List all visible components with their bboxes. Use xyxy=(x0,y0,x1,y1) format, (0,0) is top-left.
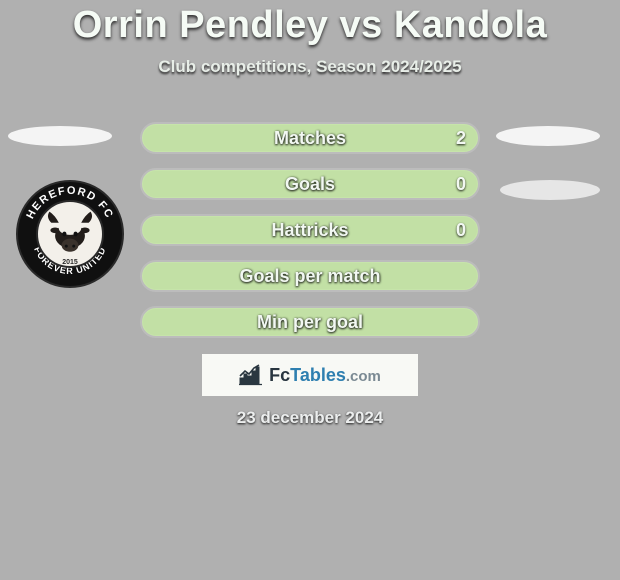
stat-bar-label: Matches xyxy=(142,124,478,152)
stat-bar-label: Goals per match xyxy=(142,262,478,290)
bars-icon xyxy=(239,364,263,386)
date-line: 23 december 2024 xyxy=(0,408,620,428)
stat-bar-value: 0 xyxy=(456,216,466,244)
stat-bar-1: Goals0 xyxy=(140,168,480,200)
stat-bar-3: Goals per match xyxy=(140,260,480,292)
bull-icon xyxy=(42,206,98,262)
stat-bar-2: Hattricks0 xyxy=(140,214,480,246)
page-subtitle: Club competitions, Season 2024/2025 xyxy=(0,57,620,77)
watermark-text: FcTables.com xyxy=(269,365,381,386)
stat-bar-label: Min per goal xyxy=(142,308,478,336)
stat-bar-0: Matches2 xyxy=(140,122,480,154)
club-badge: HEREFORD FC FOREVER UNITED 2015 xyxy=(16,180,124,288)
stat-bar-label: Goals xyxy=(142,170,478,198)
player2-secondary-pill xyxy=(500,180,600,200)
stat-bar-label: Hattricks xyxy=(142,216,478,244)
watermark-fc: Fc xyxy=(269,365,290,386)
stat-bar-value: 0 xyxy=(456,170,466,198)
player1-placeholder-pill xyxy=(8,126,112,146)
stat-bars: Matches2Goals0Hattricks0Goals per matchM… xyxy=(140,122,480,352)
badge-year: 2015 xyxy=(16,259,124,266)
page-title: Orrin Pendley vs Kandola xyxy=(0,0,620,47)
player2-placeholder-pill xyxy=(496,126,600,146)
watermark-suffix: .com xyxy=(346,368,381,385)
watermark-tables: Tables xyxy=(290,365,346,386)
stat-bar-4: Min per goal xyxy=(140,306,480,338)
stat-bar-value: 2 xyxy=(456,124,466,152)
watermark: FcTables.com xyxy=(202,354,418,396)
